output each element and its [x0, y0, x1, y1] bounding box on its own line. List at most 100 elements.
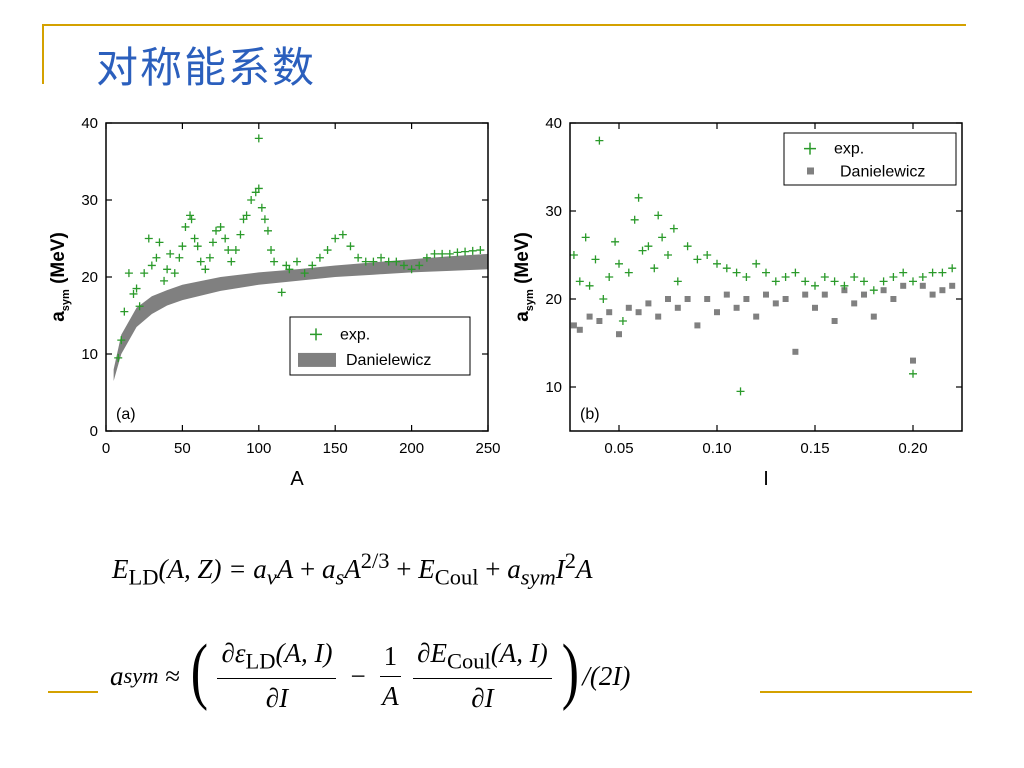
chart0-exp-point	[285, 265, 294, 274]
eq2-frac1: ∂εLD(A, I) ∂I	[217, 638, 337, 714]
chart0-exp-point	[315, 253, 324, 262]
eq2-left-paren: (	[190, 630, 208, 713]
eq2-right-paren: )	[561, 630, 579, 713]
chart1-danielewicz-point	[772, 300, 779, 307]
chart0-exp-point	[181, 222, 190, 231]
chart1-danielewicz-point	[890, 296, 897, 302]
chart0-exp-point	[155, 238, 164, 247]
chart1-x-tick-label: 0.15	[800, 440, 829, 457]
chart1-danielewicz-point	[714, 309, 720, 316]
eq1-t1: a	[253, 554, 267, 584]
chart0-exp-point	[140, 269, 149, 278]
chart0-exp-point	[170, 269, 179, 278]
chart1-exp-point	[658, 233, 667, 242]
chart1-exp-point	[736, 387, 745, 396]
chart1-exp-point	[585, 281, 594, 290]
chart1-danielewicz-point	[812, 304, 818, 311]
chart1-danielewicz-point	[733, 304, 740, 311]
chart1-exp-point	[938, 268, 947, 277]
eq1-lhs-args: (A, Z) =	[158, 554, 254, 584]
chart0-x-tick-label: 150	[323, 440, 348, 457]
chart0-exp-point	[438, 249, 447, 258]
eq1-plus3: +	[478, 554, 508, 584]
chart1-danielewicz-point	[606, 309, 613, 316]
chart1-danielewicz-point	[792, 348, 799, 355]
eq2-f3-num-post: (A, I)	[490, 638, 548, 668]
chart1-danielewicz-point	[570, 322, 577, 329]
chart1-exp-point	[638, 246, 647, 255]
chart1-danielewicz-point	[645, 300, 652, 307]
chart1-exp-point	[595, 136, 604, 145]
chart1-danielewicz-point	[929, 291, 936, 298]
eq1-t2-var: A	[344, 554, 361, 584]
chart0-exp-point	[354, 253, 363, 262]
chart0-exp-point	[196, 257, 205, 266]
chart1-danielewicz-point	[635, 309, 642, 316]
chart1-danielewicz-point	[694, 322, 701, 329]
chart0-exp-point	[190, 234, 199, 243]
chart0-legend-dan-marker	[298, 352, 336, 367]
chart1-exp-point	[683, 242, 692, 251]
chart1-exp-point	[762, 268, 770, 277]
eq2-frac1-den: ∂I	[265, 683, 289, 714]
chart1-exp-point	[703, 251, 712, 259]
chart1-exp-point	[840, 281, 849, 290]
chart1-exp-point	[899, 268, 908, 277]
chart0-exp-point	[120, 307, 129, 316]
chart0-y-tick-label: 10	[81, 346, 98, 363]
chart0-exp-point	[236, 230, 245, 239]
chart0-exp-point	[135, 302, 144, 311]
chart1-exp-point	[781, 273, 790, 281]
chart0-exp-point	[415, 261, 424, 270]
chart1-y-tick-label: 20	[545, 291, 562, 308]
eq1-t1-var: A	[276, 554, 294, 584]
chart0-exp-point	[257, 203, 266, 212]
chart1-danielewicz-point	[665, 296, 671, 302]
chart0-legend-exp-label: exp.	[340, 326, 370, 343]
chart0-x-axis-label: A	[290, 468, 304, 490]
eq2-lhs-sub: sym	[123, 663, 159, 689]
eq2-minus: −	[350, 660, 366, 691]
chart0-exp-point	[293, 257, 301, 266]
chart0-exp-point	[260, 215, 269, 224]
chart1-danielewicz-point	[723, 291, 730, 298]
chart0-exp-point	[144, 234, 153, 243]
chart0-exp-point	[216, 222, 225, 231]
chart0-danielewicz-band	[113, 253, 488, 381]
chart1-exp-point	[575, 277, 584, 286]
chart1-exp-point	[624, 268, 633, 277]
chart0-x-tick-label: 250	[475, 440, 500, 457]
eq2-f1-num-post: (A, I)	[275, 638, 333, 668]
chart1-exp-point	[693, 255, 702, 264]
chart0-panel-label: (a)	[116, 406, 136, 423]
side-rule	[42, 24, 44, 84]
eq2-tail: /(2I)	[582, 660, 631, 691]
chart0-exp-point	[132, 284, 141, 293]
chart1-exp-point	[791, 268, 800, 277]
chart1-exp-point	[771, 277, 780, 286]
eq1-plus1: +	[293, 554, 322, 584]
chart0-legend-exp-marker	[310, 328, 322, 341]
chart1-danielewicz-point	[596, 318, 603, 324]
chart0-exp-point	[129, 289, 138, 298]
chart1-danielewicz-point	[625, 304, 632, 311]
chart0-exp-point	[331, 234, 340, 243]
chart1-exp-point	[581, 233, 590, 242]
chart1-exp-point	[644, 242, 653, 251]
chart1-exp-point	[654, 211, 663, 220]
chart0-y-tick-label: 0	[90, 423, 98, 440]
chart1-exp-point	[650, 264, 659, 273]
chart0-exp-point	[361, 257, 370, 266]
chart0-exp-point	[178, 242, 187, 251]
chart0-exp-point	[227, 257, 236, 266]
chart1-x-tick-label: 0.05	[604, 440, 633, 457]
chart0-exp-point	[114, 353, 123, 362]
chart1-danielewicz-point	[743, 296, 750, 302]
chart0-exp-point	[422, 253, 431, 262]
chart1-x-tick-label: 0.10	[702, 440, 731, 457]
chart0-exp-point	[430, 249, 439, 258]
chart1-danielewicz-point	[684, 296, 691, 302]
chart0-exp-point	[453, 248, 462, 257]
chart0-exp-point	[221, 234, 230, 243]
